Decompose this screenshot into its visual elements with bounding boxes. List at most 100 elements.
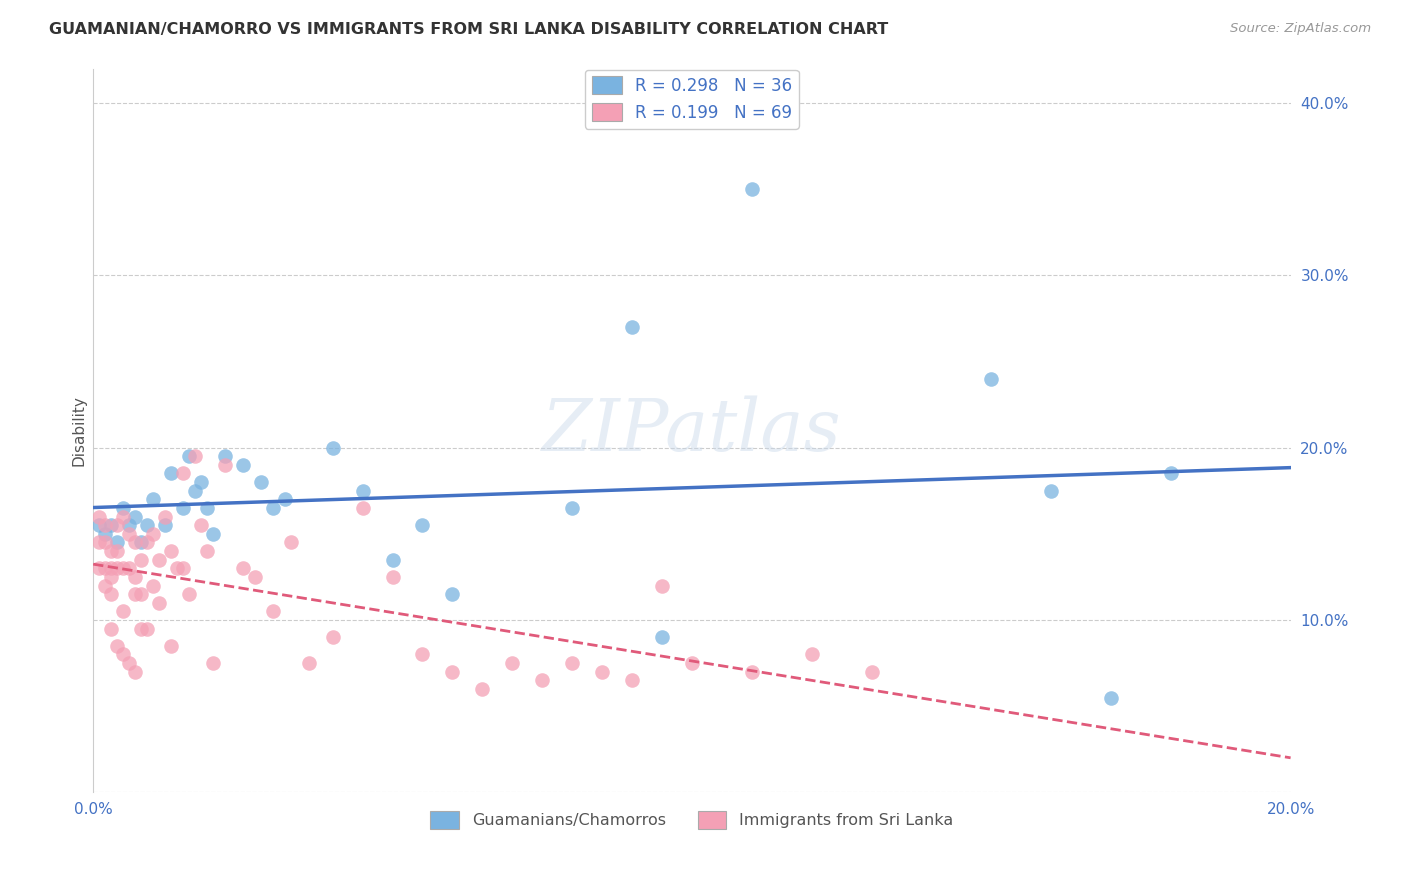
Point <box>298 656 321 670</box>
Point <box>322 441 344 455</box>
Point <box>860 665 883 679</box>
Point <box>741 182 763 196</box>
Point <box>184 483 207 498</box>
Point <box>112 500 135 515</box>
Point <box>136 535 159 549</box>
Legend: Guamanians/Chamorros, Immigrants from Sri Lanka: Guamanians/Chamorros, Immigrants from Sr… <box>423 805 960 835</box>
Point <box>112 648 135 662</box>
Point <box>94 518 117 533</box>
Point <box>100 622 122 636</box>
Point <box>112 561 135 575</box>
Point <box>136 622 159 636</box>
Point <box>280 535 302 549</box>
Point <box>148 596 170 610</box>
Point <box>148 552 170 566</box>
Point <box>94 526 117 541</box>
Point <box>651 578 673 592</box>
Point <box>591 665 613 679</box>
Point <box>153 509 176 524</box>
Point <box>232 561 254 575</box>
Point <box>250 475 273 489</box>
Point <box>105 518 128 533</box>
Point <box>411 518 433 533</box>
Point <box>124 665 146 679</box>
Point <box>195 500 218 515</box>
Point <box>89 535 111 549</box>
Point <box>105 639 128 653</box>
Point <box>105 535 128 549</box>
Point <box>160 544 183 558</box>
Point <box>381 570 404 584</box>
Point <box>184 450 207 464</box>
Point <box>118 518 141 533</box>
Point <box>201 656 224 670</box>
Point <box>243 570 266 584</box>
Point <box>112 509 135 524</box>
Point <box>1040 483 1063 498</box>
Point <box>411 648 433 662</box>
Point <box>118 561 141 575</box>
Point <box>561 656 583 670</box>
Point <box>100 587 122 601</box>
Text: GUAMANIAN/CHAMORRO VS IMMIGRANTS FROM SRI LANKA DISABILITY CORRELATION CHART: GUAMANIAN/CHAMORRO VS IMMIGRANTS FROM SR… <box>49 22 889 37</box>
Point <box>561 500 583 515</box>
Point <box>105 561 128 575</box>
Point <box>214 458 236 472</box>
Point <box>195 544 218 558</box>
Point <box>124 587 146 601</box>
Point <box>441 587 464 601</box>
Point <box>621 673 644 688</box>
Point <box>142 526 165 541</box>
Point <box>89 509 111 524</box>
Point <box>172 561 194 575</box>
Point <box>100 544 122 558</box>
Point <box>741 665 763 679</box>
Point <box>160 639 183 653</box>
Point <box>262 500 284 515</box>
Point <box>381 552 404 566</box>
Point <box>142 578 165 592</box>
Point <box>94 535 117 549</box>
Point <box>129 535 152 549</box>
Point <box>501 656 523 670</box>
Point <box>1160 467 1182 481</box>
Point <box>94 561 117 575</box>
Point <box>177 450 200 464</box>
Point <box>190 518 212 533</box>
Text: Source: ZipAtlas.com: Source: ZipAtlas.com <box>1230 22 1371 36</box>
Point <box>124 535 146 549</box>
Point <box>1099 690 1122 705</box>
Point <box>531 673 554 688</box>
Text: ZIPatlas: ZIPatlas <box>543 395 842 466</box>
Point <box>441 665 464 679</box>
Point <box>232 458 254 472</box>
Point <box>177 587 200 601</box>
Point <box>100 561 122 575</box>
Point <box>621 320 644 334</box>
Point <box>352 500 374 515</box>
Point <box>160 467 183 481</box>
Point <box>129 622 152 636</box>
Point <box>201 526 224 541</box>
Point <box>471 681 494 696</box>
Point <box>89 561 111 575</box>
Point <box>100 518 122 533</box>
Point <box>129 552 152 566</box>
Point <box>322 630 344 644</box>
Point <box>124 509 146 524</box>
Point <box>800 648 823 662</box>
Point <box>172 500 194 515</box>
Point <box>166 561 188 575</box>
Point <box>681 656 703 670</box>
Point <box>129 587 152 601</box>
Y-axis label: Disability: Disability <box>72 395 86 466</box>
Point <box>118 656 141 670</box>
Point <box>980 372 1002 386</box>
Point <box>153 518 176 533</box>
Point <box>172 467 194 481</box>
Point <box>274 492 297 507</box>
Point <box>94 578 117 592</box>
Point <box>214 450 236 464</box>
Point <box>118 526 141 541</box>
Point <box>89 518 111 533</box>
